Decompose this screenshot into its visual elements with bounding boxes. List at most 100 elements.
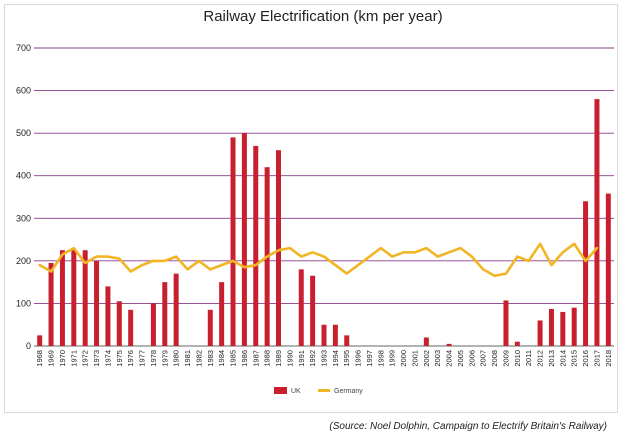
x-tick-label: 2015	[570, 350, 579, 367]
x-tick-label: 1987	[251, 350, 260, 367]
x-tick-label: 2006	[467, 350, 476, 367]
x-tick-label: 1999	[388, 350, 397, 367]
y-tick-label: 500	[16, 128, 31, 138]
x-tick-label: 2011	[524, 350, 533, 366]
x-tick-label: 1982	[194, 350, 203, 367]
chart-frame	[4, 4, 618, 413]
bar-uk	[594, 99, 600, 346]
bar-uk	[37, 335, 43, 346]
bar-uk	[82, 250, 88, 346]
legend-label-uk: UK	[291, 388, 301, 395]
x-tick-label: 1980	[172, 350, 181, 367]
y-tick-label: 200	[16, 256, 31, 266]
source-note: (Source: Noel Dolphin, Campaign to Elect…	[329, 421, 607, 432]
bar-uk	[241, 133, 247, 346]
bar-uk	[583, 201, 589, 346]
bar-uk	[514, 341, 520, 346]
x-tick-label: 2013	[547, 350, 556, 367]
x-tick-label: 2007	[479, 350, 488, 367]
x-tick-label: 1995	[342, 350, 351, 367]
bar-uk	[59, 250, 65, 346]
bar-uk	[423, 337, 429, 346]
x-tick-label: 1997	[365, 350, 374, 367]
x-tick-label: 1989	[274, 350, 283, 367]
x-tick-label: 2017	[592, 350, 601, 367]
germany-line-layer	[38, 242, 599, 278]
bar-uk	[173, 273, 179, 346]
bar-uk	[162, 282, 168, 346]
y-tick-label: 300	[16, 213, 31, 223]
bar-uk	[219, 282, 225, 346]
x-tick-label: 1983	[206, 350, 215, 367]
x-tick-label: 1993	[320, 350, 329, 367]
x-tick-label: 1973	[92, 350, 101, 367]
bar-uk	[548, 308, 554, 346]
bar-uk	[105, 286, 111, 346]
x-tick-label: 1994	[331, 350, 340, 367]
bar-uk	[446, 343, 452, 346]
y-tick-label: 600	[16, 86, 31, 96]
bar-uk	[605, 193, 611, 346]
x-tick-label: 2005	[456, 350, 465, 367]
bar-uk	[571, 307, 577, 346]
y-tick-label: 700	[16, 43, 31, 53]
y-tick-label: 100	[16, 298, 31, 308]
x-tick-label: 1998	[376, 350, 385, 367]
bar-uk	[116, 301, 122, 346]
x-tick-label: 1968	[35, 350, 44, 367]
legend: UK Germany	[274, 387, 363, 395]
bar-uk	[276, 150, 282, 346]
x-tick-label: 2009	[502, 350, 511, 367]
x-tick-label: 1974	[103, 350, 112, 367]
x-tick-label: 1988	[263, 350, 272, 367]
x-tick-label: 1992	[308, 350, 317, 367]
x-tick-label: 2010	[513, 350, 522, 367]
bar-uk	[71, 250, 77, 346]
bar-uk	[230, 137, 236, 346]
x-tick-label: 1984	[217, 350, 226, 367]
bar-uk	[321, 324, 327, 346]
y-tick-label: 400	[16, 171, 31, 181]
bar-uk	[94, 260, 100, 346]
x-tick-label: 1979	[160, 350, 169, 367]
x-tick-label: 2008	[490, 350, 499, 367]
bar-uk	[537, 320, 543, 346]
bar-uk	[48, 262, 54, 346]
x-tick-label: 1975	[115, 350, 124, 367]
x-tick-label: 1977	[138, 350, 147, 367]
bar-uk	[128, 309, 134, 346]
x-axis-ticks: 1968 1969 1970 1971 1972 1973 1974 1975 1976 1977…	[35, 350, 613, 367]
x-tick-label: 1985	[229, 350, 238, 367]
x-tick-label: 2012	[536, 350, 545, 367]
x-tick-label: 1978	[149, 350, 158, 367]
bar-uk	[150, 303, 156, 346]
x-tick-label: 1990	[285, 350, 294, 367]
bar-uk	[332, 324, 338, 346]
bar-uk	[310, 275, 316, 346]
x-tick-label: 2018	[604, 350, 613, 367]
y-tick-label: 0	[26, 341, 31, 351]
chart-title: Railway Electrification (km per year)	[203, 8, 442, 25]
x-tick-label: 1976	[126, 350, 135, 367]
bar-uk	[207, 309, 213, 346]
x-tick-label: 2004	[445, 350, 454, 367]
x-tick-label: 1991	[297, 350, 306, 367]
x-tick-label: 1996	[354, 350, 363, 367]
x-tick-label: 1986	[240, 350, 249, 367]
x-tick-label: 1971	[69, 350, 78, 367]
x-tick-label: 2016	[581, 350, 590, 367]
bar-uk	[253, 145, 259, 346]
x-tick-label: 1969	[47, 350, 56, 367]
bar-uk	[503, 300, 509, 346]
x-tick-label: 2002	[422, 350, 431, 367]
uk-bars	[37, 99, 611, 346]
bar-uk	[344, 335, 350, 346]
x-tick-label: 2003	[433, 350, 442, 367]
x-tick-label: 1981	[183, 350, 192, 367]
bar-uk	[298, 269, 304, 346]
germany-line	[38, 242, 599, 278]
x-tick-label: 1970	[58, 350, 67, 367]
y-axis-ticks: 0 100 200 300 400 500 600 700	[16, 43, 31, 351]
x-tick-label: 2000	[399, 350, 408, 367]
